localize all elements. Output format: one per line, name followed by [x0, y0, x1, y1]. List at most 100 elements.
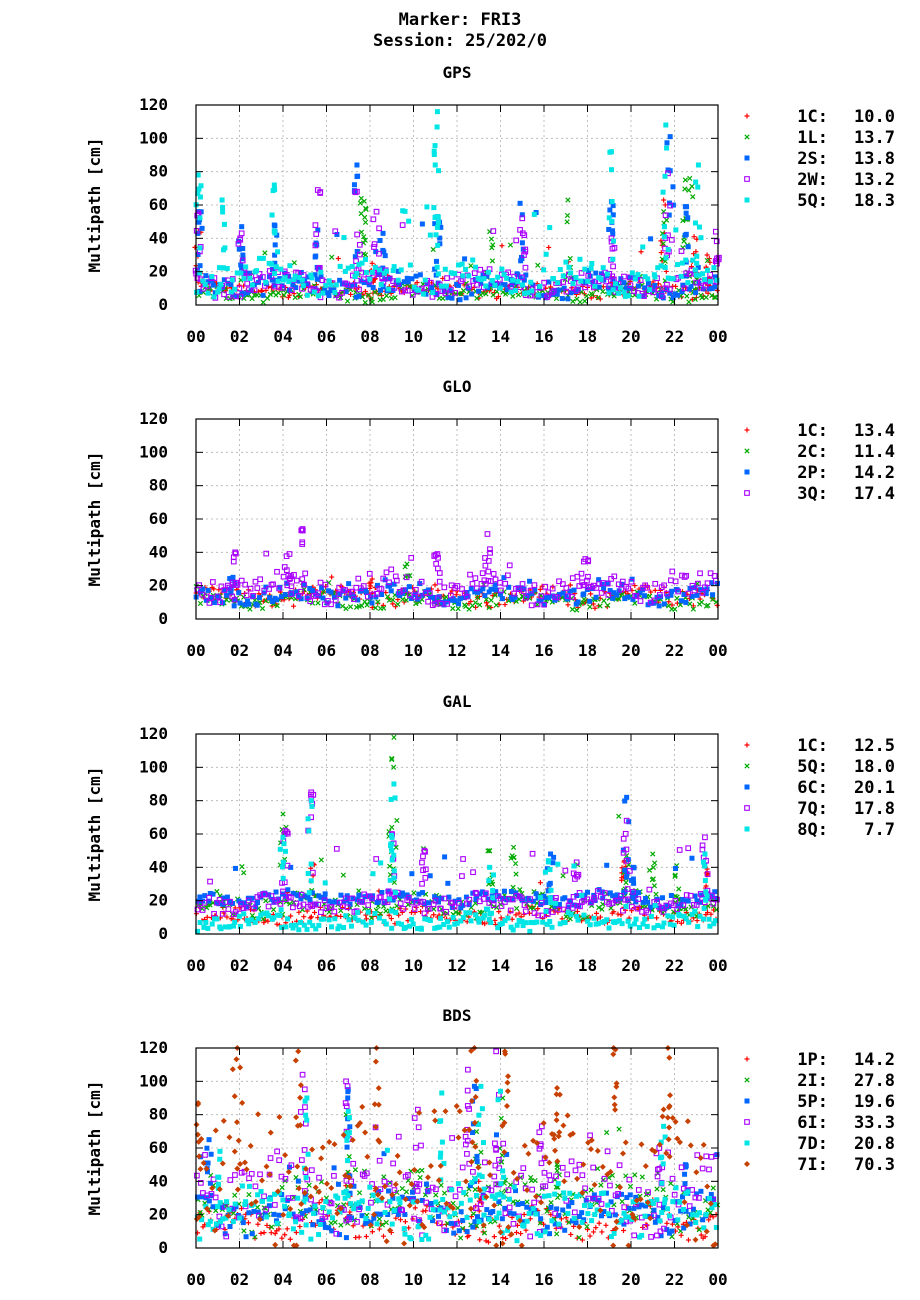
data-point — [234, 1165, 241, 1172]
data-point — [413, 273, 419, 279]
data-point — [485, 848, 491, 854]
data-point — [560, 590, 566, 596]
data-point — [381, 1233, 387, 1239]
data-point — [693, 1169, 700, 1176]
data-point — [414, 279, 420, 285]
data-point — [571, 1215, 577, 1221]
data-point — [288, 894, 294, 901]
data-point — [482, 555, 488, 561]
data-point — [652, 274, 658, 280]
data-point — [200, 586, 206, 592]
data-point — [403, 574, 410, 581]
data-point — [515, 1215, 521, 1221]
data-point — [497, 591, 503, 597]
data-point — [204, 1205, 211, 1212]
data-point — [432, 582, 438, 588]
data-point — [507, 1210, 513, 1216]
data-point — [458, 291, 464, 297]
data-point — [224, 914, 230, 920]
data-point — [317, 1222, 323, 1228]
data-point — [632, 1172, 638, 1178]
data-point — [478, 1149, 484, 1155]
data-point — [196, 219, 202, 225]
data-point — [239, 257, 246, 264]
data-point — [474, 1159, 480, 1165]
data-point — [521, 1212, 527, 1217]
data-point — [537, 1142, 544, 1149]
data-point — [712, 284, 718, 290]
data-point — [650, 851, 656, 857]
data-point — [579, 1210, 585, 1216]
data-point — [710, 1214, 716, 1220]
data-point — [476, 919, 482, 925]
data-point — [411, 906, 418, 912]
data-point — [563, 259, 569, 265]
data-point — [510, 927, 516, 933]
data-point — [194, 289, 200, 295]
data-point — [202, 282, 208, 288]
data-point — [546, 882, 552, 888]
data-point — [567, 898, 573, 904]
data-point — [414, 1198, 421, 1205]
data-point — [582, 892, 588, 898]
data-point — [260, 274, 266, 280]
data-point — [245, 897, 252, 904]
data-point — [562, 895, 568, 901]
data-point — [553, 295, 560, 302]
data-point — [276, 896, 282, 902]
legend-series-value: 18.0 — [854, 757, 895, 777]
data-point — [499, 1240, 506, 1247]
data-point — [648, 589, 654, 595]
data-point — [287, 1236, 293, 1242]
x-tick-label: 08 — [360, 956, 379, 975]
data-point — [318, 909, 324, 916]
y-tick-label: 100 — [139, 442, 168, 461]
data-point — [356, 286, 362, 293]
data-point — [243, 1234, 249, 1240]
data-point — [437, 1154, 443, 1160]
data-point — [349, 264, 355, 270]
data-point — [391, 581, 397, 587]
data-point — [279, 864, 285, 870]
data-point — [451, 1230, 457, 1236]
data-point — [489, 1193, 495, 1199]
data-point — [523, 920, 529, 926]
x-tick-label: 00 — [186, 956, 205, 975]
data-point — [693, 290, 699, 296]
data-point — [371, 1101, 378, 1108]
data-point — [467, 571, 473, 578]
data-point — [421, 910, 428, 917]
data-point — [310, 588, 316, 594]
data-point — [366, 570, 373, 577]
data-point — [508, 283, 514, 290]
data-point — [568, 290, 574, 296]
data-point — [565, 910, 571, 916]
data-point — [659, 1210, 665, 1216]
data-point — [622, 293, 628, 299]
data-point — [383, 921, 389, 927]
data-point — [685, 1189, 691, 1195]
data-point — [353, 294, 359, 300]
data-point — [201, 924, 207, 930]
data-point — [212, 1194, 219, 1201]
data-point — [493, 602, 499, 608]
data-point — [293, 1219, 299, 1225]
data-point — [537, 283, 543, 289]
data-point — [378, 282, 384, 288]
data-point — [501, 272, 507, 278]
data-point — [438, 1118, 444, 1124]
data-point — [464, 1087, 471, 1094]
data-point — [262, 890, 268, 896]
data-point — [427, 232, 433, 238]
data-point — [328, 589, 334, 595]
data-point — [241, 870, 247, 876]
data-point — [367, 276, 373, 282]
data-point — [547, 919, 553, 925]
legend-series-value: 13.4 — [854, 421, 895, 441]
legend: 1C: 10.01L: 13.72S: 13.82W: 13.25Q: 18.3 — [744, 107, 895, 211]
data-point — [494, 1132, 500, 1138]
data-point — [348, 1201, 354, 1207]
data-point — [213, 1221, 219, 1227]
data-point — [702, 863, 708, 869]
data-point — [561, 1178, 568, 1185]
